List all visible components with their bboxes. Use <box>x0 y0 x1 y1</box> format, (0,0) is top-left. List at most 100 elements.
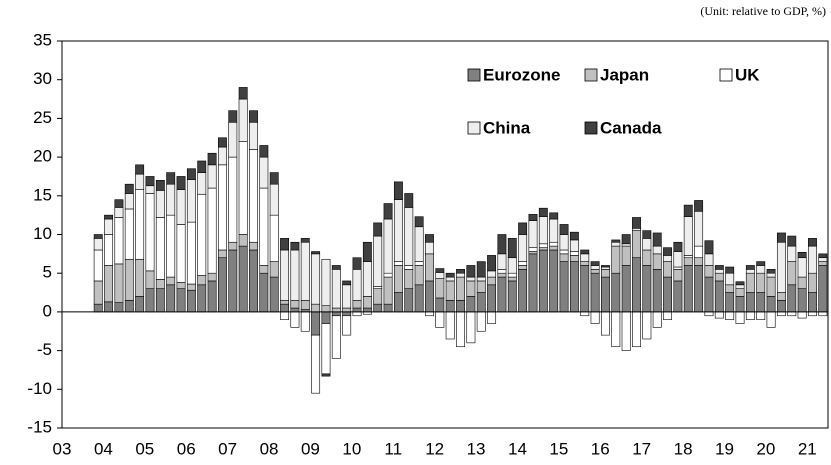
bar-segment <box>135 296 145 313</box>
bar-segment <box>766 311 776 328</box>
bar-segment <box>104 301 114 313</box>
legend-swatch <box>584 121 598 135</box>
bar-segment <box>321 323 331 375</box>
y-tick-label: 10 <box>33 224 52 243</box>
bar-segment <box>704 311 714 317</box>
bar-segment <box>466 296 476 313</box>
bar-segment <box>714 269 724 274</box>
legend-swatch <box>467 121 481 135</box>
bar-segment <box>725 284 735 293</box>
bar-segment <box>269 183 279 216</box>
y-tick-label: 20 <box>33 147 52 166</box>
bar-segment <box>93 280 103 305</box>
bar-segment <box>776 311 786 317</box>
bar-segment <box>383 203 393 220</box>
bar-segment <box>321 373 331 377</box>
bar-segment <box>673 269 683 282</box>
bar-segment <box>507 238 517 259</box>
x-tick-label: 14 <box>508 439 527 458</box>
bar-segment <box>269 172 279 185</box>
bar-segment <box>104 218 114 235</box>
bar-segment <box>487 276 497 286</box>
unit-note: (Unit: relative to GDP, %) <box>700 4 826 18</box>
bar-segment <box>808 238 817 247</box>
y-tick-label: 0 <box>43 301 52 320</box>
bar-segment <box>549 218 559 243</box>
bar-segment <box>549 241 559 247</box>
bar-segment <box>580 311 590 317</box>
bar-segment <box>290 249 300 301</box>
bar-segment <box>311 311 321 336</box>
bar-segment <box>652 232 662 247</box>
bar-segment <box>642 265 652 313</box>
bar-segment <box>559 249 569 255</box>
bar-segment <box>176 288 186 313</box>
bar-segment <box>342 307 352 313</box>
bar-segment <box>259 156 269 189</box>
bar-segment <box>456 272 465 278</box>
bar-segment <box>114 302 124 313</box>
bar-segment <box>663 261 672 278</box>
bar-segment <box>300 311 310 332</box>
bar-segment <box>166 284 176 313</box>
bar-segment <box>93 303 103 313</box>
bar-segment <box>497 269 507 274</box>
bar-segment <box>456 311 465 348</box>
bar-segment <box>559 261 569 313</box>
bar-segment <box>414 265 424 286</box>
bar-segment <box>218 137 227 148</box>
bar-segment <box>735 288 745 297</box>
bar-segment <box>756 272 766 293</box>
bar-segment <box>352 307 362 313</box>
bar-segment <box>228 249 238 313</box>
bar-segment <box>714 280 724 313</box>
bar-segment <box>714 272 724 282</box>
bar-segment <box>611 241 621 247</box>
x-tick-label: 12 <box>425 439 444 458</box>
bar-segment <box>104 234 114 266</box>
bar-segment <box>414 216 424 228</box>
x-tick-label: 15 <box>549 439 568 458</box>
bar-segment <box>352 257 362 270</box>
bar-segment <box>383 276 393 305</box>
bar-segment <box>197 284 207 313</box>
bar-segment <box>456 269 465 274</box>
bar-segment <box>621 311 631 351</box>
x-tick-label: 18 <box>674 439 693 458</box>
bar-segment <box>745 292 755 313</box>
bar-segment <box>373 303 383 313</box>
bar-segment <box>601 311 610 336</box>
bar-segment <box>787 311 797 317</box>
bar-segment <box>538 207 548 217</box>
bar-segment <box>663 247 672 256</box>
bar-segment <box>756 265 766 274</box>
bar-segment <box>124 193 134 210</box>
bar-segment <box>683 255 693 259</box>
bar-segment <box>218 164 227 251</box>
y-tick-label: 35 <box>33 30 52 49</box>
bar-segment <box>197 275 207 286</box>
bar-segment <box>580 261 590 266</box>
bar-segment <box>311 251 321 255</box>
bar-segment <box>135 164 145 175</box>
bar-segment <box>642 249 652 266</box>
bar-segment <box>445 280 455 301</box>
bar-segment <box>228 121 238 158</box>
bar-segment <box>145 185 155 194</box>
bar-segment <box>104 265 114 303</box>
bar-segment <box>683 204 693 217</box>
bar-segment <box>176 282 186 289</box>
bar-segment <box>331 269 341 309</box>
bar-segment <box>321 258 331 307</box>
bar-segment <box>155 180 165 191</box>
bar-segment <box>186 179 196 223</box>
bar-segment <box>135 173 145 190</box>
bar-segment <box>507 280 517 313</box>
bar-segment <box>238 234 248 247</box>
bar-segment <box>249 110 258 123</box>
bar-segment <box>362 307 372 313</box>
bar-segment <box>518 234 528 262</box>
bar-segment <box>362 241 372 262</box>
bar-segment <box>652 269 662 313</box>
bar-segment <box>818 257 828 262</box>
